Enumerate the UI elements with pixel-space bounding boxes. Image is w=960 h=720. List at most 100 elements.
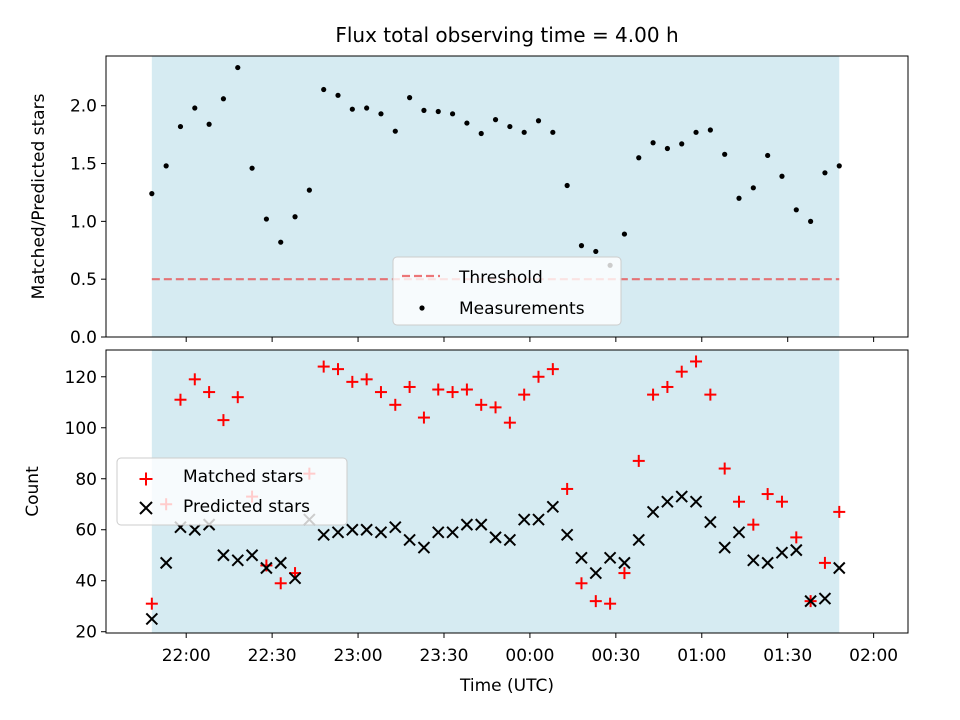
measurement-point bbox=[163, 163, 169, 169]
measurement-point bbox=[349, 106, 355, 112]
measurement-point bbox=[392, 128, 398, 134]
matched-star-point bbox=[733, 495, 746, 508]
predicted-star-point bbox=[546, 500, 560, 514]
predicted-star-point bbox=[689, 495, 703, 508]
matched-star-point bbox=[604, 597, 617, 610]
x-tick-label: 23:30 bbox=[419, 646, 468, 666]
matched-star-point bbox=[317, 360, 330, 373]
measurement-point bbox=[149, 191, 155, 197]
measurement-point bbox=[321, 86, 327, 93]
predicted-star-point bbox=[217, 549, 230, 562]
predicted-star-point bbox=[245, 549, 259, 562]
matched-star-point bbox=[460, 383, 473, 396]
matched-star-point bbox=[833, 505, 846, 518]
matched-star-point bbox=[432, 383, 445, 396]
matched-star-point bbox=[761, 488, 774, 501]
measurement-point bbox=[192, 105, 198, 111]
matched-star-point bbox=[231, 391, 244, 404]
bottom-x-ticks: 22:00 22:30 23:00 23:30 00:00 00:30 01:00 01:30… bbox=[162, 633, 898, 666]
measurement-point bbox=[306, 187, 312, 193]
measurement-point bbox=[507, 123, 513, 130]
predicted-star-point bbox=[747, 554, 760, 567]
measurement-point bbox=[550, 129, 556, 135]
matched-star-point bbox=[374, 386, 387, 399]
measurement-point bbox=[779, 173, 785, 179]
predicted-star-point bbox=[274, 556, 287, 570]
matched-star-point bbox=[188, 373, 201, 386]
matched-star-point bbox=[632, 454, 645, 467]
measurement-point bbox=[578, 243, 585, 249]
predicted-star-point bbox=[603, 551, 617, 564]
predicted-star-point bbox=[145, 612, 159, 626]
y-tick-label: 40 bbox=[75, 572, 97, 592]
predicted-star-point bbox=[833, 561, 846, 575]
predicted-star-point bbox=[503, 533, 517, 547]
predicted-star-point bbox=[790, 543, 803, 557]
matched-star-point bbox=[274, 577, 287, 590]
predicted-legend-swatch bbox=[139, 501, 153, 515]
predicted-legend-label: Predicted stars bbox=[183, 497, 310, 517]
x-tick-label: 23:00 bbox=[334, 646, 383, 666]
matched-star-point bbox=[561, 482, 574, 495]
measurement-points bbox=[149, 64, 842, 268]
predicted-star-point bbox=[589, 566, 602, 580]
predicted-star-point bbox=[260, 561, 273, 575]
measurement-point bbox=[364, 105, 370, 111]
matched-star-point bbox=[403, 380, 416, 393]
matched-star-point bbox=[775, 495, 788, 508]
predicted-star-point bbox=[231, 554, 244, 567]
bottom-legend: Matched stars Predicted stars bbox=[116, 457, 348, 526]
predicted-star-point bbox=[675, 490, 688, 503]
predicted-star-point bbox=[532, 513, 545, 526]
predicted-star-point bbox=[732, 526, 746, 539]
measurement-point bbox=[593, 248, 599, 255]
y-tick-label: 100 bbox=[65, 419, 97, 439]
y-tick-label: 1.0 bbox=[70, 212, 97, 232]
x-tick-label: 01:00 bbox=[677, 646, 726, 666]
measurement-point bbox=[292, 214, 298, 220]
bottom-legend-box bbox=[116, 457, 348, 526]
measurement-point bbox=[421, 107, 427, 113]
matched-star-point bbox=[575, 577, 588, 590]
bottom-y-axis-label: Count bbox=[23, 466, 43, 517]
measurement-point bbox=[378, 111, 384, 117]
measurement-point bbox=[636, 155, 642, 161]
predicted-star-point bbox=[446, 526, 459, 539]
predicted-star-point bbox=[646, 505, 660, 519]
measurement-point bbox=[621, 231, 628, 237]
predicted-star-point bbox=[389, 520, 402, 534]
matched-star-point bbox=[589, 595, 602, 608]
matched-star-point bbox=[203, 386, 216, 399]
matched-star-point bbox=[475, 398, 488, 411]
predicted-star-point bbox=[489, 531, 502, 544]
x-tick-label: 02:00 bbox=[849, 646, 898, 666]
predicted-star-point bbox=[159, 556, 173, 570]
matched-legend-swatch bbox=[139, 472, 153, 486]
top-y-axis-label: Matched/Predicted stars bbox=[29, 93, 49, 299]
chart-title: Flux total observing time = 4.00 h bbox=[335, 23, 678, 47]
x-tick-label: 00:30 bbox=[591, 646, 640, 666]
x-tick-label: 22:00 bbox=[162, 646, 211, 666]
predicted-star-point bbox=[560, 528, 574, 542]
top-axes-frame bbox=[105, 55, 909, 338]
measurement-point bbox=[664, 145, 671, 152]
matched-star-point bbox=[661, 380, 674, 393]
predicted-star-point bbox=[374, 526, 388, 539]
predicted-star-point bbox=[618, 556, 631, 570]
measurement-point bbox=[449, 111, 456, 117]
bottom-axes-frame bbox=[105, 349, 909, 634]
matched-star-point bbox=[260, 559, 273, 572]
matched-star-point bbox=[532, 370, 545, 383]
measurement-point bbox=[736, 195, 742, 201]
predicted-star-point bbox=[317, 528, 330, 542]
measurement-point bbox=[478, 130, 484, 137]
matched-star-point bbox=[546, 363, 559, 376]
matched-star-point bbox=[389, 398, 402, 411]
matched-star-point bbox=[446, 386, 459, 399]
predicted-star-point bbox=[632, 533, 645, 547]
matched-star-point bbox=[647, 388, 660, 401]
measurement-point bbox=[535, 118, 542, 124]
measurement-point bbox=[177, 123, 184, 130]
matched-star-point bbox=[503, 416, 516, 429]
